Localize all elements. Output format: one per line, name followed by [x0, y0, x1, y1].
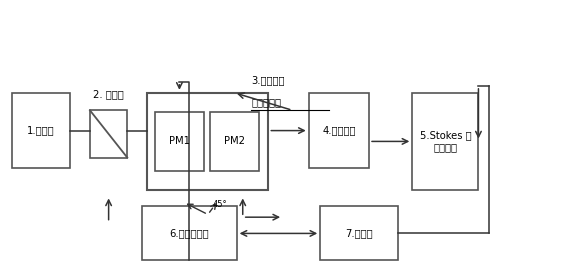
Bar [320, 206, 398, 261]
Text: 6.电压控制器: 6.电压控制器 [170, 228, 209, 239]
Bar [142, 206, 237, 261]
Bar [155, 112, 204, 171]
Bar [148, 93, 268, 190]
Bar [90, 110, 128, 158]
Bar [209, 112, 258, 171]
Text: 4.被测器件: 4.被测器件 [322, 126, 355, 135]
Text: 2. 起偏器: 2. 起偏器 [93, 89, 124, 100]
Bar [12, 93, 70, 168]
Bar [412, 93, 478, 190]
Text: 1.激光器: 1.激光器 [27, 126, 55, 135]
Text: 5.Stokes 偏
振分析仪: 5.Stokes 偏 振分析仪 [419, 131, 471, 152]
Text: 3.两级级联: 3.两级级联 [251, 76, 284, 85]
Bar [309, 93, 369, 168]
Text: 7.计算机: 7.计算机 [345, 228, 373, 239]
Text: 相位调制器: 相位调制器 [251, 97, 281, 107]
Text: 45°: 45° [212, 200, 227, 209]
Text: PM2: PM2 [224, 137, 245, 146]
Text: PM1: PM1 [169, 137, 190, 146]
